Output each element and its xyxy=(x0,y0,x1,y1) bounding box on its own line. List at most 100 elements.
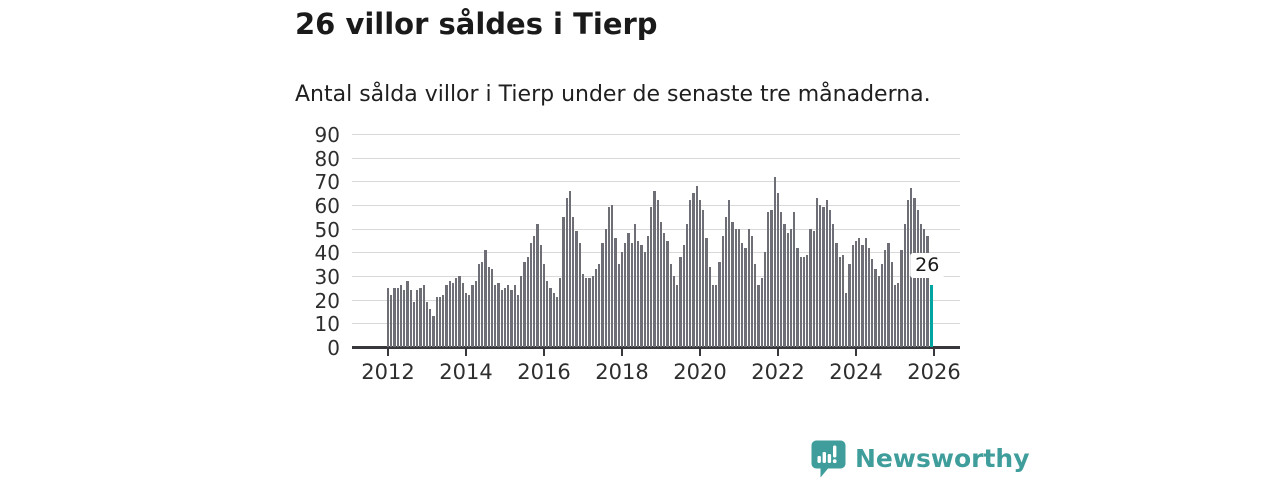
bar xyxy=(819,205,822,347)
x-tick xyxy=(621,348,623,356)
bar xyxy=(890,261,893,347)
bar xyxy=(549,287,552,347)
bar xyxy=(848,264,851,347)
gridline-40 xyxy=(352,252,960,254)
bar xyxy=(773,176,776,347)
bar xyxy=(578,242,581,347)
gridline-20 xyxy=(352,299,960,301)
bar xyxy=(776,193,780,347)
gridline-80 xyxy=(352,157,960,159)
bar xyxy=(864,238,867,347)
bar xyxy=(516,294,520,347)
x-tick xyxy=(699,348,701,356)
y-tick-label: 10 xyxy=(314,312,340,337)
bar xyxy=(897,283,900,347)
bar xyxy=(416,290,419,347)
bar xyxy=(650,207,653,347)
bar xyxy=(445,285,448,347)
bar xyxy=(523,261,526,347)
bar xyxy=(403,290,406,347)
y-tick-label: 20 xyxy=(314,288,340,313)
bar xyxy=(845,292,848,347)
bar xyxy=(464,292,468,347)
bar xyxy=(646,235,650,347)
bar xyxy=(559,278,562,347)
bar xyxy=(481,261,484,347)
bar xyxy=(741,242,744,347)
bar xyxy=(734,228,737,347)
bar xyxy=(591,276,594,347)
chart-subtitle: Antal sålda villor i Tierp under de sena… xyxy=(295,82,931,107)
bar xyxy=(926,235,929,347)
bar xyxy=(487,266,490,347)
bar xyxy=(653,190,656,347)
y-tick-label: 60 xyxy=(314,194,340,218)
bar xyxy=(796,247,799,347)
bar xyxy=(789,228,793,347)
bar xyxy=(666,240,669,347)
y-tick-label: 80 xyxy=(314,146,340,171)
bar xyxy=(390,294,393,347)
bar xyxy=(780,212,783,347)
y-axis: 0 10 20 30 40 50 60 70 80 90 xyxy=(272,123,340,360)
y-tick-label: 30 xyxy=(314,265,340,289)
bar xyxy=(598,264,601,347)
bar xyxy=(900,249,903,347)
bar xyxy=(429,309,432,347)
plot-area: 26 2012 2014 2016 2018 2020 2022 2024 2026 xyxy=(352,134,961,384)
bar xyxy=(877,276,880,347)
bar xyxy=(643,252,646,347)
gridline-90 xyxy=(352,134,960,135)
bar xyxy=(513,285,516,347)
x-tick-label: 2024 xyxy=(829,360,883,384)
bar xyxy=(884,249,887,347)
bar xyxy=(893,285,897,347)
bar xyxy=(510,290,513,347)
bar xyxy=(458,276,461,347)
bar xyxy=(728,200,731,347)
bar xyxy=(663,233,666,347)
bar xyxy=(572,216,575,347)
gridline-70 xyxy=(352,181,960,183)
bar xyxy=(588,278,591,347)
bar xyxy=(633,223,637,347)
bar xyxy=(604,228,607,347)
bar xyxy=(880,264,884,347)
bar xyxy=(874,268,877,347)
bar xyxy=(754,264,757,347)
bar xyxy=(887,242,890,347)
bar xyxy=(474,280,477,347)
bar xyxy=(757,285,760,347)
bar xyxy=(747,228,750,347)
bar xyxy=(672,276,676,347)
bar xyxy=(802,257,806,347)
x-tick xyxy=(777,348,779,356)
bar xyxy=(783,223,786,347)
bar xyxy=(676,285,679,347)
bar xyxy=(565,197,568,347)
bar xyxy=(552,292,555,347)
newsworthy-branding: Newsworthy xyxy=(811,440,1030,478)
bar xyxy=(871,259,874,347)
x-tick xyxy=(465,348,467,356)
y-tick-label: 0 xyxy=(327,336,340,360)
bar xyxy=(500,290,503,347)
bar xyxy=(438,297,442,347)
bar xyxy=(536,223,539,347)
bar xyxy=(656,200,659,347)
gridline-30 xyxy=(352,276,960,277)
bar xyxy=(822,207,825,347)
bar xyxy=(435,297,438,347)
bar xyxy=(903,223,906,347)
bar xyxy=(916,209,919,347)
bar xyxy=(812,231,815,347)
bar xyxy=(679,257,682,347)
bar xyxy=(731,221,734,347)
bar xyxy=(562,216,565,347)
bar xyxy=(718,261,721,347)
bar xyxy=(630,242,633,347)
bar xyxy=(494,285,497,347)
bar xyxy=(669,264,672,347)
bar xyxy=(581,273,585,347)
bar xyxy=(705,238,708,347)
